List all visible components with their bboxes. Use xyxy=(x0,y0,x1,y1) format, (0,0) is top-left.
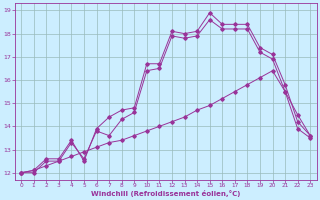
X-axis label: Windchill (Refroidissement éolien,°C): Windchill (Refroidissement éolien,°C) xyxy=(91,190,240,197)
